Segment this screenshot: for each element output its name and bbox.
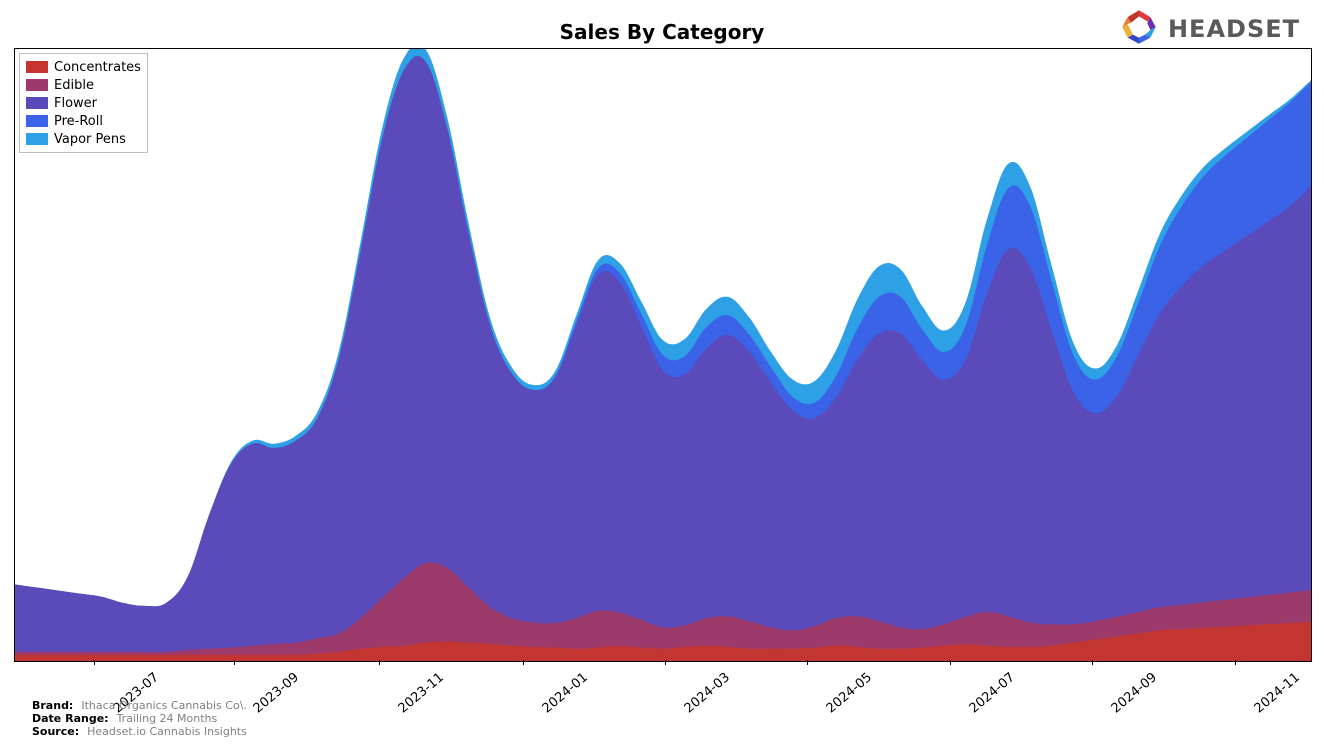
xtick-mark — [94, 660, 95, 665]
legend-label: Concentrates — [54, 60, 141, 75]
legend-swatch — [26, 115, 48, 127]
legend-swatch — [26, 79, 48, 91]
legend-label: Vapor Pens — [54, 132, 126, 147]
brand-logo: HEADSET — [1120, 8, 1300, 50]
footer-key: Date Range: — [32, 712, 109, 725]
xtick-label: 2024-03 — [681, 670, 732, 716]
legend-swatch — [26, 133, 48, 145]
legend-swatch — [26, 61, 48, 73]
xtick-mark — [807, 660, 808, 665]
footer-key: Brand: — [32, 699, 73, 712]
xtick-mark — [1235, 660, 1236, 665]
chart-legend: Concentrates Edible Flower Pre-Roll Vapor Pe… — [19, 53, 148, 153]
brand-logo-text: HEADSET — [1168, 15, 1300, 43]
xtick-mark — [523, 660, 524, 665]
xtick-mark — [950, 660, 951, 665]
chart-plot-area: Concentrates Edible Flower Pre-Roll Vapor Pe… — [14, 48, 1312, 662]
xtick-mark — [665, 660, 666, 665]
xtick-label: 2024-09 — [1109, 670, 1160, 716]
xtick-label: 2024-05 — [824, 670, 875, 716]
headset-logo-icon — [1120, 8, 1158, 50]
xtick-mark — [234, 660, 235, 665]
footer-row: Source: Headset.io Cannabis Insights — [32, 725, 247, 738]
footer-row: Brand: Ithaca Organics Cannabis Co\. — [32, 699, 247, 712]
xtick-label: 2024-01 — [540, 670, 591, 716]
footer-value: Ithaca Organics Cannabis Co\. — [81, 699, 247, 712]
xtick-mark — [379, 660, 380, 665]
footer-row: Date Range: Trailing 24 Months — [32, 712, 247, 725]
footer-value: Headset.io Cannabis Insights — [87, 725, 247, 738]
footer-key: Source: — [32, 725, 79, 738]
xtick-label: 2023-09 — [251, 670, 302, 716]
legend-item: Pre-Roll — [26, 112, 141, 130]
xtick-label: 2024-11 — [1252, 670, 1303, 716]
footer-value: Trailing 24 Months — [117, 712, 218, 725]
legend-item: Flower — [26, 94, 141, 112]
chart-footer: Brand: Ithaca Organics Cannabis Co\.Date … — [32, 699, 247, 738]
xtick-label: 2024-07 — [966, 670, 1017, 716]
xtick-mark — [1092, 660, 1093, 665]
area-chart — [15, 49, 1311, 661]
legend-swatch — [26, 97, 48, 109]
legend-item: Vapor Pens — [26, 130, 141, 148]
legend-label: Edible — [54, 78, 94, 93]
xtick-label: 2023-11 — [396, 670, 447, 716]
legend-item: Concentrates — [26, 58, 141, 76]
legend-label: Flower — [54, 96, 97, 111]
legend-label: Pre-Roll — [54, 114, 103, 129]
legend-item: Edible — [26, 76, 141, 94]
